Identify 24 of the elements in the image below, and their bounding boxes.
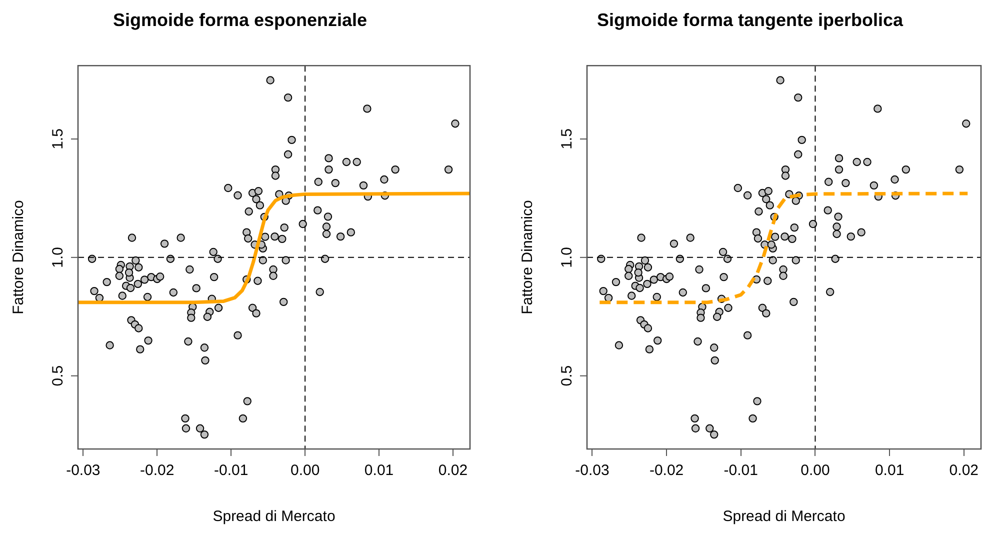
y-tick-label: 1.5 bbox=[50, 128, 67, 150]
x-tick-label: 0.02 bbox=[949, 462, 979, 480]
x-axis-title: Spread di Mercato bbox=[722, 508, 846, 526]
x-tick-label: 0.01 bbox=[364, 462, 394, 480]
x-tick-label: 0.00 bbox=[800, 462, 830, 480]
y-tick-label: 1.5 bbox=[558, 128, 576, 150]
y-tick-label: 0.5 bbox=[558, 365, 576, 386]
x-tick-label: -0.02 bbox=[140, 462, 174, 480]
chart-title: Sigmoide forma tangente iperbolica bbox=[596, 10, 904, 30]
y-tick-label: 1.0 bbox=[50, 246, 67, 268]
y-tick-label: 0.5 bbox=[50, 365, 67, 386]
x-tick-label: 0.00 bbox=[290, 462, 320, 480]
chart-title: Sigmoide forma esponenziale bbox=[112, 10, 368, 30]
y-axis-title: Fattore Dinamico bbox=[519, 200, 536, 314]
x-tick-label: -0.03 bbox=[575, 462, 610, 480]
x-tick-label: 0.01 bbox=[874, 462, 904, 480]
y-tick-label: 1.0 bbox=[558, 246, 576, 268]
x-tick-label: -0.01 bbox=[724, 462, 758, 480]
x-tick-label: -0.01 bbox=[214, 462, 248, 480]
x-tick-label: 0.02 bbox=[438, 462, 468, 480]
y-axis-title: Fattore Dinamico bbox=[10, 200, 28, 314]
x-tick-label: -0.03 bbox=[66, 462, 100, 480]
x-tick-label: -0.02 bbox=[649, 462, 684, 480]
x-axis-title: Spread di Mercato bbox=[212, 508, 336, 526]
